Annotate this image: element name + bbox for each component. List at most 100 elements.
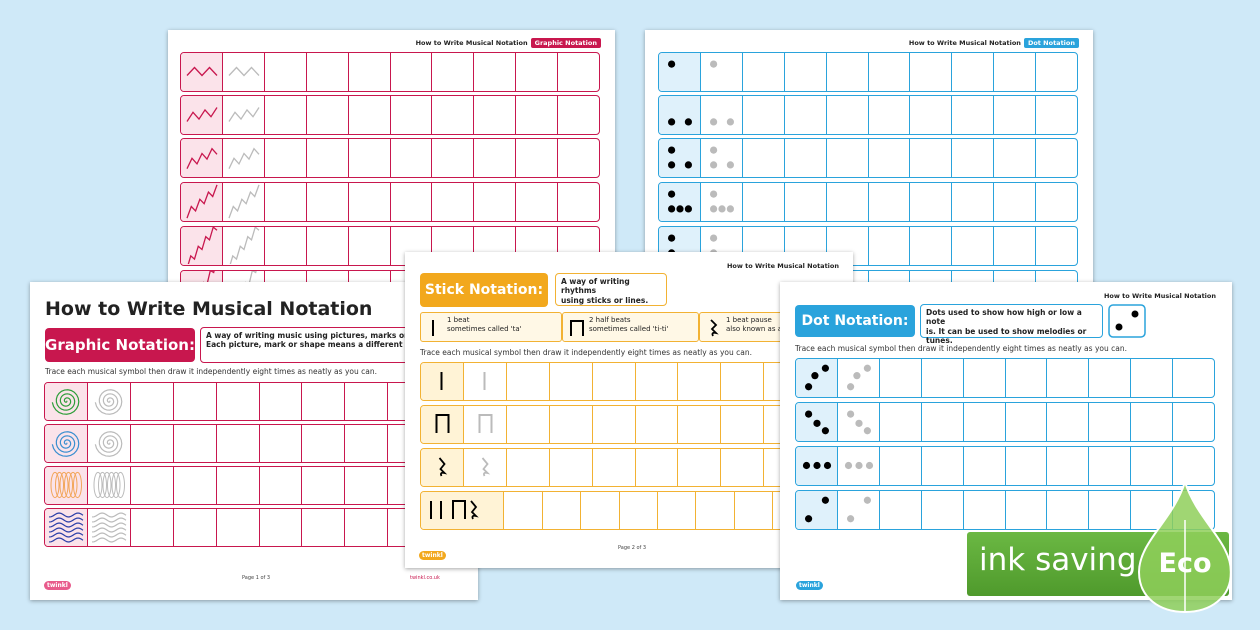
dot (865, 461, 874, 470)
practice-row (658, 52, 1078, 92)
legend-note: sometimes called 'ti-ti' (589, 325, 669, 334)
dot (668, 190, 676, 198)
symbol (91, 512, 127, 543)
practice-cell (593, 449, 636, 486)
practice-cell (701, 96, 743, 134)
practice-cell (827, 96, 869, 134)
practice-cell (880, 491, 922, 529)
instruction: Trace each musical symbol then draw it i… (420, 348, 752, 357)
practice-cell (223, 139, 265, 177)
practice-cell (307, 96, 349, 134)
practice-cell (785, 227, 827, 265)
practice-cell (1036, 53, 1077, 91)
dot (668, 234, 676, 242)
loop (111, 471, 121, 499)
practice-cell (1131, 359, 1174, 397)
logo: twinkl (44, 581, 71, 590)
symbol (228, 66, 260, 77)
practice-cell (701, 183, 743, 221)
loop (68, 471, 78, 499)
worksheet-page: How to Write Musical Notation Graphic No… (30, 282, 478, 600)
practice-cell (223, 96, 265, 134)
description-box: Dots used to show how high or low a note… (920, 304, 1103, 345)
practice-cell (827, 139, 869, 177)
symbol (187, 227, 218, 264)
dot (863, 496, 871, 504)
symbol (186, 107, 218, 122)
practice-cell (785, 96, 827, 134)
practice-cell (307, 53, 349, 91)
legend-title: 1 beat (447, 316, 470, 324)
dot (709, 161, 718, 169)
symbol (430, 500, 479, 520)
instruction: Trace each musical symbol then draw it i… (45, 367, 377, 376)
zigzag (228, 184, 260, 219)
dot (863, 427, 871, 435)
symbol (668, 190, 692, 213)
practice-cell (869, 139, 911, 177)
practice-cell (421, 492, 505, 529)
notation-label: Graphic Notation: (45, 328, 195, 362)
practice-cell (1173, 403, 1214, 441)
practice-cell (1006, 491, 1048, 529)
practice-cell (131, 425, 174, 462)
practice-cell (349, 53, 391, 91)
practice-cell (88, 425, 131, 462)
practice-cell (952, 139, 995, 177)
practice-cell (964, 491, 1006, 529)
practice-cell (474, 183, 517, 221)
description-line: is. It can be used to show melodies or t… (926, 326, 1087, 346)
wave (48, 537, 84, 543)
dot (863, 364, 871, 372)
page-header: How to Write Musical Notation (726, 262, 839, 270)
wave (91, 532, 127, 538)
practice-cell (994, 183, 1037, 221)
practice-cell (701, 53, 743, 91)
logo: twinkl (796, 581, 823, 590)
practice-cell (721, 406, 765, 443)
practice-cell (827, 227, 869, 265)
dot (726, 161, 734, 169)
zigzag (187, 227, 218, 264)
dot (805, 410, 813, 418)
loop (73, 471, 82, 499)
practice-cell (827, 183, 869, 221)
practice-row (180, 226, 600, 266)
practice-row (180, 182, 600, 222)
description-line: A way of writing rhythms (561, 277, 630, 296)
header-text: How to Write Musical Notation (908, 39, 1021, 47)
dot (709, 146, 718, 154)
practice-cell (223, 53, 265, 91)
dot (684, 118, 692, 126)
practice-cell (994, 139, 1037, 177)
practice-cell (1131, 403, 1174, 441)
practice-cell (1006, 403, 1048, 441)
footer-logo: twinkl (44, 572, 71, 591)
symbol (846, 364, 871, 391)
page-number: Page 2 of 3 (618, 545, 647, 551)
legend-note: sometimes called 'ta' (447, 325, 522, 334)
practice-cell (302, 425, 346, 462)
symbol (186, 147, 218, 169)
practice-cell (260, 425, 303, 462)
page-header: How to Write Musical Notation Graphic Not… (416, 38, 601, 48)
notation-label: Stick Notation: (420, 273, 548, 307)
dot (668, 146, 676, 154)
practice-cell (432, 96, 475, 134)
description-line: using sticks or lines. (561, 295, 649, 305)
dot (668, 205, 676, 213)
practice-cell (869, 227, 911, 265)
practice-cell (391, 53, 433, 91)
dot (726, 205, 734, 213)
practice-cell (516, 96, 559, 134)
practice-cell (516, 183, 559, 221)
practice-cell (1047, 359, 1090, 397)
practice-cell (349, 139, 391, 177)
practice-cell (636, 406, 679, 443)
page-header: How to Write Musical Notation Dot Notatio… (909, 38, 1079, 48)
practice-row (180, 95, 600, 135)
practice-cell (345, 383, 389, 420)
practice-cell (922, 403, 964, 441)
dot (668, 60, 676, 68)
practice-cell (45, 509, 88, 546)
